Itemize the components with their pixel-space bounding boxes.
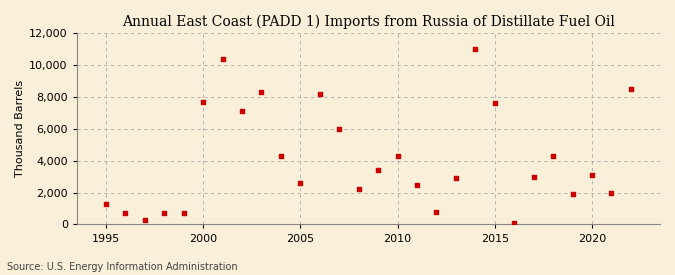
Point xyxy=(353,187,364,192)
Point xyxy=(529,175,539,179)
Point xyxy=(489,101,500,106)
Point xyxy=(178,211,189,216)
Point xyxy=(198,100,209,104)
Point xyxy=(315,92,325,96)
Point xyxy=(217,57,228,61)
Point xyxy=(159,211,169,216)
Point xyxy=(606,190,617,195)
Point xyxy=(140,218,151,222)
Point xyxy=(120,211,131,216)
Point xyxy=(275,154,286,158)
Point xyxy=(373,168,383,172)
Point xyxy=(431,210,442,214)
Point xyxy=(412,182,423,187)
Point xyxy=(450,176,461,180)
Point xyxy=(334,127,345,131)
Y-axis label: Thousand Barrels: Thousand Barrels xyxy=(15,80,25,177)
Point xyxy=(509,221,520,225)
Point xyxy=(392,154,403,158)
Point xyxy=(470,47,481,51)
Text: Source: U.S. Energy Information Administration: Source: U.S. Energy Information Administ… xyxy=(7,262,238,272)
Point xyxy=(237,109,248,114)
Point xyxy=(256,90,267,95)
Point xyxy=(587,173,597,177)
Point xyxy=(547,154,558,158)
Point xyxy=(567,192,578,196)
Point xyxy=(101,202,111,206)
Point xyxy=(295,181,306,185)
Title: Annual East Coast (PADD 1) Imports from Russia of Distillate Fuel Oil: Annual East Coast (PADD 1) Imports from … xyxy=(122,15,615,29)
Point xyxy=(626,87,637,91)
